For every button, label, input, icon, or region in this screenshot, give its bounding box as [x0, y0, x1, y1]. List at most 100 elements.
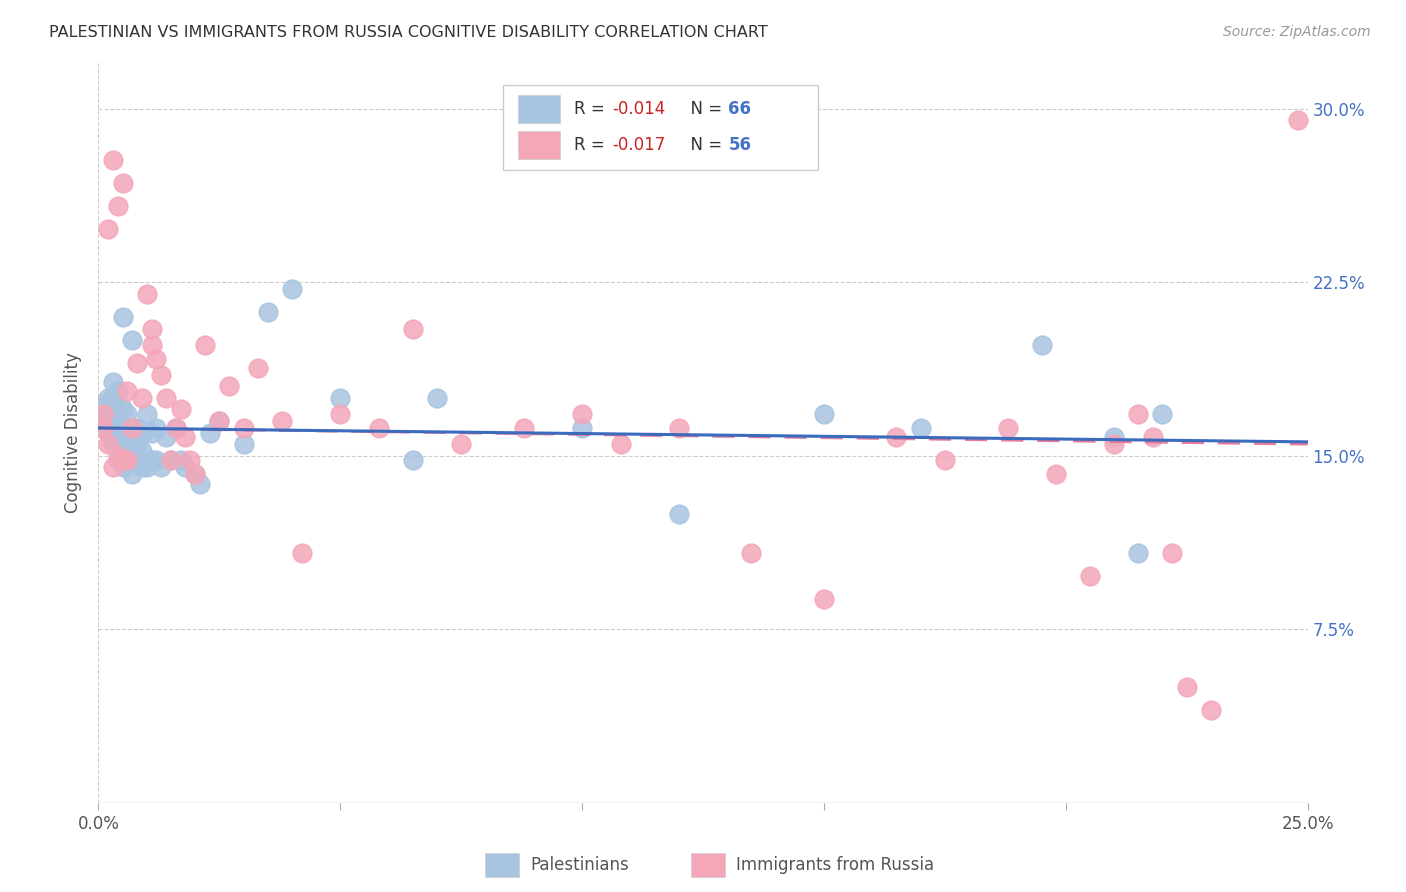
Point [141, 337, 163, 351]
Point [1128, 407, 1150, 421]
Bar [517, 130, 561, 159]
Point [121, 421, 143, 435]
Point [121, 421, 143, 435]
Point [111, 430, 134, 444]
Bar [485, 853, 519, 877]
Point [174, 430, 197, 444]
Point [107, 384, 129, 398]
Point [135, 407, 157, 421]
Point [145, 421, 167, 435]
Point [218, 379, 240, 393]
Text: Immigrants from Russia: Immigrants from Russia [735, 856, 934, 874]
Point [402, 453, 425, 467]
Point [155, 391, 177, 405]
Point [402, 321, 425, 335]
Point [135, 460, 157, 475]
Point [271, 414, 294, 428]
Point [141, 321, 163, 335]
Point [111, 310, 134, 324]
Point [910, 421, 932, 435]
Point [997, 421, 1019, 435]
Point [141, 425, 163, 440]
Point [141, 453, 163, 467]
Point [886, 430, 908, 444]
Text: 66: 66 [728, 100, 751, 118]
Point [117, 421, 139, 435]
Point [1102, 437, 1125, 451]
Point [117, 453, 139, 467]
Point [281, 282, 304, 296]
Point [184, 467, 207, 482]
Point [111, 176, 134, 190]
Point [101, 421, 124, 435]
Point [107, 402, 129, 417]
Point [131, 428, 153, 442]
Point [111, 453, 134, 467]
Point [150, 460, 173, 475]
Point [329, 407, 352, 421]
Text: Source: ZipAtlas.com: Source: ZipAtlas.com [1223, 25, 1371, 39]
Point [740, 546, 762, 560]
Point [117, 437, 139, 451]
Point [145, 453, 167, 467]
Point [131, 391, 153, 405]
Point [117, 453, 139, 467]
Text: PALESTINIAN VS IMMIGRANTS FROM RUSSIA COGNITIVE DISABILITY CORRELATION CHART: PALESTINIAN VS IMMIGRANTS FROM RUSSIA CO… [49, 25, 768, 40]
Point [1175, 680, 1198, 694]
Point [1128, 546, 1150, 560]
Point [135, 286, 157, 301]
Point [131, 460, 153, 475]
Point [160, 453, 183, 467]
Point [169, 453, 191, 467]
Point [1199, 703, 1222, 717]
Point [101, 375, 124, 389]
Point [165, 421, 187, 435]
Point [450, 437, 472, 451]
Point [91, 398, 114, 412]
Text: R =: R = [574, 136, 610, 153]
Text: Palestinians: Palestinians [530, 856, 628, 874]
Point [194, 337, 217, 351]
Point [232, 421, 254, 435]
Point [1031, 337, 1053, 351]
Point [101, 437, 124, 451]
Point [426, 391, 449, 405]
Point [111, 444, 134, 458]
Point [329, 391, 352, 405]
Point [1078, 569, 1101, 583]
Bar [517, 95, 561, 123]
Point [256, 305, 278, 319]
Point [91, 414, 114, 428]
Point [107, 453, 129, 467]
Y-axis label: Cognitive Disability: Cognitive Disability [65, 352, 83, 513]
Point [107, 199, 129, 213]
Point [91, 407, 114, 421]
Point [571, 407, 593, 421]
Point [247, 360, 270, 375]
Point [184, 467, 207, 482]
Point [127, 421, 149, 435]
Point [127, 453, 149, 467]
Point [208, 414, 231, 428]
Text: N =: N = [681, 100, 727, 118]
FancyBboxPatch shape [503, 85, 818, 169]
Text: N =: N = [681, 136, 727, 153]
Point [1045, 467, 1067, 482]
Point [668, 507, 690, 521]
Point [179, 453, 201, 467]
Point [188, 476, 211, 491]
Point [101, 407, 124, 421]
Text: 56: 56 [728, 136, 751, 153]
Point [1102, 430, 1125, 444]
Point [117, 407, 139, 421]
Point [107, 449, 129, 463]
Text: R =: R = [574, 100, 610, 118]
Point [610, 437, 633, 451]
Point [107, 421, 129, 435]
Point [101, 460, 124, 475]
Text: -0.017: -0.017 [613, 136, 665, 153]
Point [97, 437, 120, 451]
Bar [690, 853, 724, 877]
Point [208, 414, 231, 428]
Point [174, 460, 197, 475]
